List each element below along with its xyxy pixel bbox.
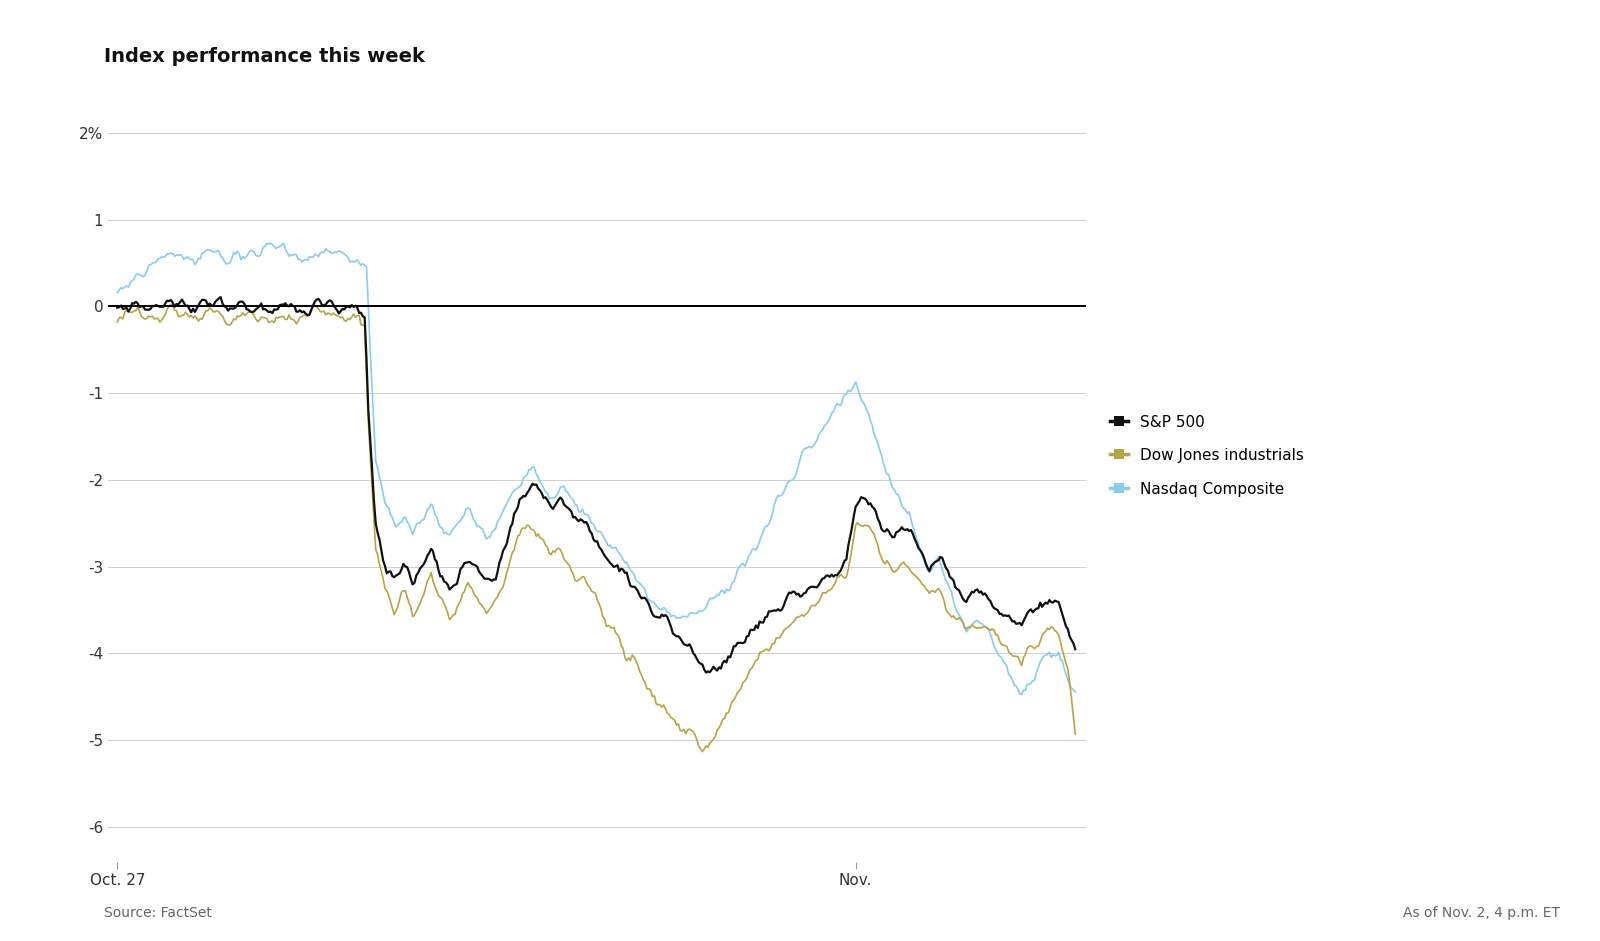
Text: Index performance this week: Index performance this week [104, 47, 426, 66]
Legend: S&P 500, Dow Jones industrials, Nasdaq Composite: S&P 500, Dow Jones industrials, Nasdaq C… [1104, 408, 1310, 502]
Text: Source: FactSet: Source: FactSet [104, 906, 211, 920]
Text: As of Nov. 2, 4 p.m. ET: As of Nov. 2, 4 p.m. ET [1403, 906, 1560, 920]
